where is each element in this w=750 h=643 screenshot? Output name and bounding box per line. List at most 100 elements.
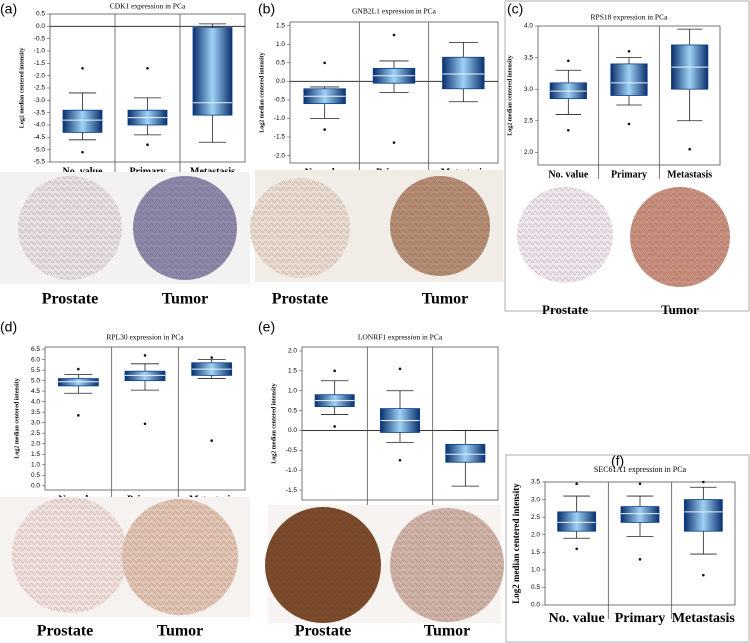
panel-label: (d) — [0, 319, 17, 335]
box — [683, 499, 723, 532]
y-tick-label: 1.0 — [288, 387, 297, 394]
y-tick-label: 0.0 — [288, 427, 297, 434]
y-tick-label: 3.0 — [531, 496, 540, 503]
y-axis-label: Log2 median centered intensity — [259, 52, 265, 132]
y-tick-label: 3.5 — [31, 409, 40, 416]
y-tick-label: -4.0 — [34, 122, 46, 129]
y-tick-label: 0.5 — [276, 60, 285, 67]
outlier — [627, 122, 631, 126]
plot-frame — [537, 25, 721, 166]
y-axis-label: Log2 median centered intensity — [507, 55, 513, 135]
y-tick-label: 6.0 — [31, 356, 40, 363]
x-tick-label: No. value — [548, 169, 589, 180]
y-tick-label: 1.5 — [288, 368, 297, 375]
y-tick-label: -4.5 — [34, 134, 46, 141]
panel-label: (a) — [0, 1, 17, 17]
y-tick-label: 1.0 — [276, 41, 285, 48]
y-tick-label: -1.5 — [286, 487, 298, 494]
y-tick-label: 2.0 — [31, 440, 40, 447]
plot-frame — [544, 481, 736, 606]
plot-frame — [289, 21, 499, 164]
y-tick-label: 6.5 — [31, 346, 40, 353]
y-tick-label: 2.5 — [531, 514, 540, 521]
y-tick-label: 5.0 — [31, 377, 40, 384]
y-tick-label: 2.5 — [31, 430, 40, 437]
panel-frame — [505, 454, 750, 643]
y-tick-label: 0.5 — [531, 584, 540, 591]
outlier — [567, 59, 570, 63]
y-tick-label: 0.0 — [276, 78, 285, 85]
x-tick-label: Metastasis — [190, 166, 235, 177]
panel-label: (e) — [258, 319, 275, 335]
outlier — [398, 458, 402, 462]
y-tick-label: 3.0 — [31, 419, 40, 426]
image-label: Tumor — [422, 291, 469, 308]
outlier — [333, 369, 336, 373]
y-tick-label: 3.5 — [524, 54, 533, 61]
y-tick-label: -2.5 — [34, 85, 46, 92]
y-tick-label: -0.5 — [286, 447, 298, 454]
chart-title: RPS18 expression in PCa — [591, 13, 669, 22]
y-tick-label: 0.5 — [36, 11, 45, 18]
y-tick-label: -2.0 — [274, 152, 286, 159]
y-tick-label: 2.0 — [524, 149, 533, 156]
y-tick-label: -5.0 — [34, 146, 46, 153]
x-tick-label: No. value — [63, 166, 104, 177]
image-label: Prostate — [37, 623, 94, 640]
y-tick-label: -0.5 — [34, 35, 46, 42]
tissue-texture — [250, 178, 350, 278]
outlier — [323, 128, 326, 131]
box — [557, 511, 597, 532]
box — [610, 63, 648, 96]
image-label: Tumor — [157, 623, 204, 640]
outlier — [146, 143, 149, 147]
image-label: Tumor — [661, 302, 699, 317]
outlier — [702, 573, 705, 577]
x-tick-label: Primary — [615, 611, 666, 626]
y-tick-label: -1.0 — [34, 48, 46, 55]
image-label: Prostate — [42, 291, 99, 308]
y-tick-label: 1.0 — [31, 461, 40, 468]
panel-label: (c) — [507, 1, 523, 17]
box — [57, 378, 99, 387]
image-label: Tumor — [424, 623, 471, 640]
outlier — [688, 147, 691, 151]
tissue-texture — [390, 176, 490, 276]
panel-label: (f) — [611, 453, 624, 469]
outlier — [143, 354, 147, 357]
image-label: Prostate — [542, 302, 588, 317]
tissue-texture — [12, 497, 128, 613]
outlier — [392, 141, 396, 144]
tissue-texture — [122, 499, 238, 615]
outlier — [398, 367, 402, 371]
panel-frame — [504, 0, 750, 312]
outlier — [210, 356, 213, 359]
y-axis-label: Log2 median centered intensity — [14, 378, 20, 458]
y-tick-label: -1.0 — [274, 115, 286, 122]
y-tick-label: 4.0 — [524, 23, 533, 30]
y-tick-label: -1.5 — [34, 60, 46, 67]
y-tick-label: 4.5 — [31, 388, 40, 395]
box — [620, 506, 660, 523]
box — [445, 443, 486, 463]
outlier — [77, 414, 80, 417]
y-tick-label: -3.5 — [34, 109, 46, 116]
image-label: Prostate — [272, 291, 329, 308]
y-tick-label: 5.5 — [31, 367, 40, 374]
x-tick-label: No. value — [549, 611, 605, 626]
y-tick-label: 1.5 — [276, 22, 285, 29]
tissue-texture — [517, 187, 613, 283]
y-tick-label: -5.5 — [34, 159, 46, 166]
y-tick-label: 1.0 — [531, 567, 540, 574]
y-tick-label: -0.5 — [274, 97, 286, 104]
y-tick-label: 2.0 — [531, 531, 540, 538]
box — [124, 370, 166, 382]
tissue-texture — [630, 187, 730, 287]
box — [442, 56, 485, 90]
box — [62, 109, 103, 133]
y-tick-label: 1.5 — [531, 549, 540, 556]
y-tick-label: 0.5 — [31, 472, 40, 479]
tissue-texture — [18, 176, 122, 280]
outlier — [575, 547, 578, 551]
